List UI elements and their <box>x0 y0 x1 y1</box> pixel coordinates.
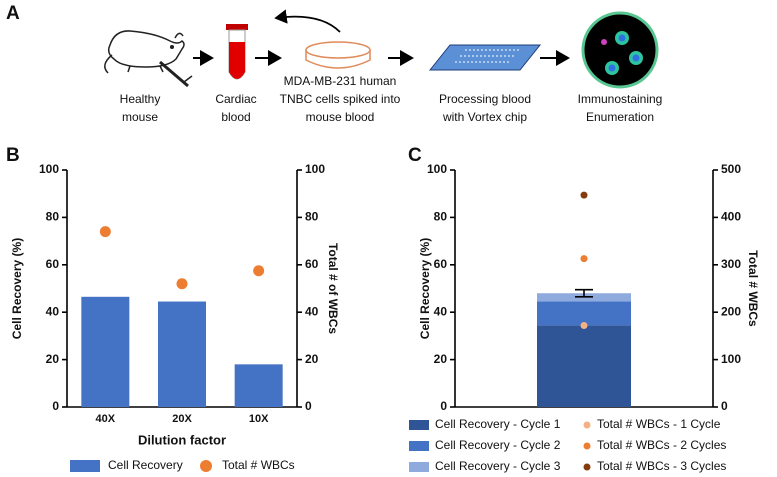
legend-swatch <box>583 463 591 471</box>
legend-label: Cell Recovery - Cycle 1 <box>435 417 561 431</box>
x-tick-label: 40X <box>96 413 116 425</box>
mouse-icon <box>104 30 193 88</box>
legend-label: Total # WBCs <box>222 458 295 472</box>
panel-label: B <box>6 145 20 166</box>
y-tick-label: 60 <box>46 257 60 271</box>
y2-tick-label: 40 <box>305 304 319 318</box>
y-tick-label: 20 <box>434 352 448 366</box>
y-tick-label: 0 <box>440 399 447 413</box>
step-label: with Vortex chip <box>442 110 527 124</box>
bar <box>537 325 631 407</box>
bar <box>81 296 130 407</box>
y-tick-label: 20 <box>46 352 60 366</box>
step-label: Healthy <box>120 92 161 106</box>
y-tick-label: 40 <box>46 304 60 318</box>
dish-icon <box>305 41 371 69</box>
y-axis-label: Cell Recovery (%) <box>418 238 432 339</box>
step-label: mouse <box>122 110 158 124</box>
y2-tick-label: 80 <box>305 210 319 224</box>
y2-tick-label: 20 <box>305 352 319 366</box>
legend-swatch <box>583 421 591 429</box>
legend-label: Total # WBCs - 3 Cycles <box>597 459 726 473</box>
y2-tick-label: 60 <box>305 257 319 271</box>
y-axis-label: Cell Recovery (%) <box>10 238 24 339</box>
step-label: Processing blood <box>439 92 531 106</box>
legend-swatch <box>200 460 212 472</box>
y2-tick-label: 300 <box>721 257 741 271</box>
step-label: Enumeration <box>586 110 654 124</box>
step-label: MDA-MB-231 human <box>284 74 397 88</box>
y2-tick-label: 100 <box>305 162 325 176</box>
legend-label: Cell Recovery <box>108 458 183 472</box>
stained-cells-icon <box>581 11 659 89</box>
step-label: Immunostaining <box>578 92 663 106</box>
bar <box>234 364 283 407</box>
step-label: TNBC cells spiked into <box>280 92 401 106</box>
legend-swatch <box>70 460 100 472</box>
y2-tick-label: 0 <box>305 399 312 413</box>
x-axis-label: Dilution factor <box>138 432 226 447</box>
x-tick-label: 10X <box>249 413 269 425</box>
chip-icon <box>428 44 542 71</box>
error-bar <box>575 288 593 298</box>
legend-swatch <box>409 441 429 451</box>
step-label: blood <box>221 110 250 124</box>
data-point <box>253 265 265 277</box>
x-tick-label: 20X <box>172 413 192 425</box>
y2-tick-label: 200 <box>721 304 741 318</box>
step-label: Cardiac <box>215 92 256 106</box>
panel-label: A <box>6 3 20 24</box>
bar <box>158 301 206 407</box>
y-tick-label: 40 <box>434 304 448 318</box>
data-point <box>580 321 588 329</box>
legend-swatch <box>583 442 591 450</box>
arrow <box>274 9 341 33</box>
blood-tube-icon <box>226 24 248 80</box>
y2-tick-label: 100 <box>721 352 741 366</box>
data-point <box>580 191 588 199</box>
y-tick-label: 0 <box>52 399 59 413</box>
y-tick-label: 80 <box>434 210 448 224</box>
legend-label: Cell Recovery - Cycle 2 <box>435 438 561 452</box>
y2-tick-label: 0 <box>721 399 728 413</box>
bar <box>537 301 631 326</box>
y-tick-label: 100 <box>427 162 447 176</box>
y2-tick-label: 400 <box>721 210 741 224</box>
y-tick-label: 100 <box>39 162 59 176</box>
legend-swatch <box>409 420 429 430</box>
legend-swatch <box>409 462 429 472</box>
y-tick-label: 60 <box>434 257 448 271</box>
step-label: mouse blood <box>306 110 375 124</box>
y2-axis-label: Total # of WBCs <box>326 243 340 334</box>
y-tick-label: 80 <box>46 210 60 224</box>
data-point <box>580 255 588 263</box>
data-point <box>176 278 188 290</box>
y2-tick-label: 500 <box>721 162 741 176</box>
data-point <box>99 226 111 238</box>
legend-label: Total # WBCs - 1 Cycle <box>597 417 721 431</box>
y2-axis-label: Total # WBCs <box>746 250 760 327</box>
panel-label: C <box>408 145 422 166</box>
legend-label: Cell Recovery - Cycle 3 <box>435 459 561 473</box>
legend-label: Total # WBCs - 2 Cycles <box>597 438 726 452</box>
